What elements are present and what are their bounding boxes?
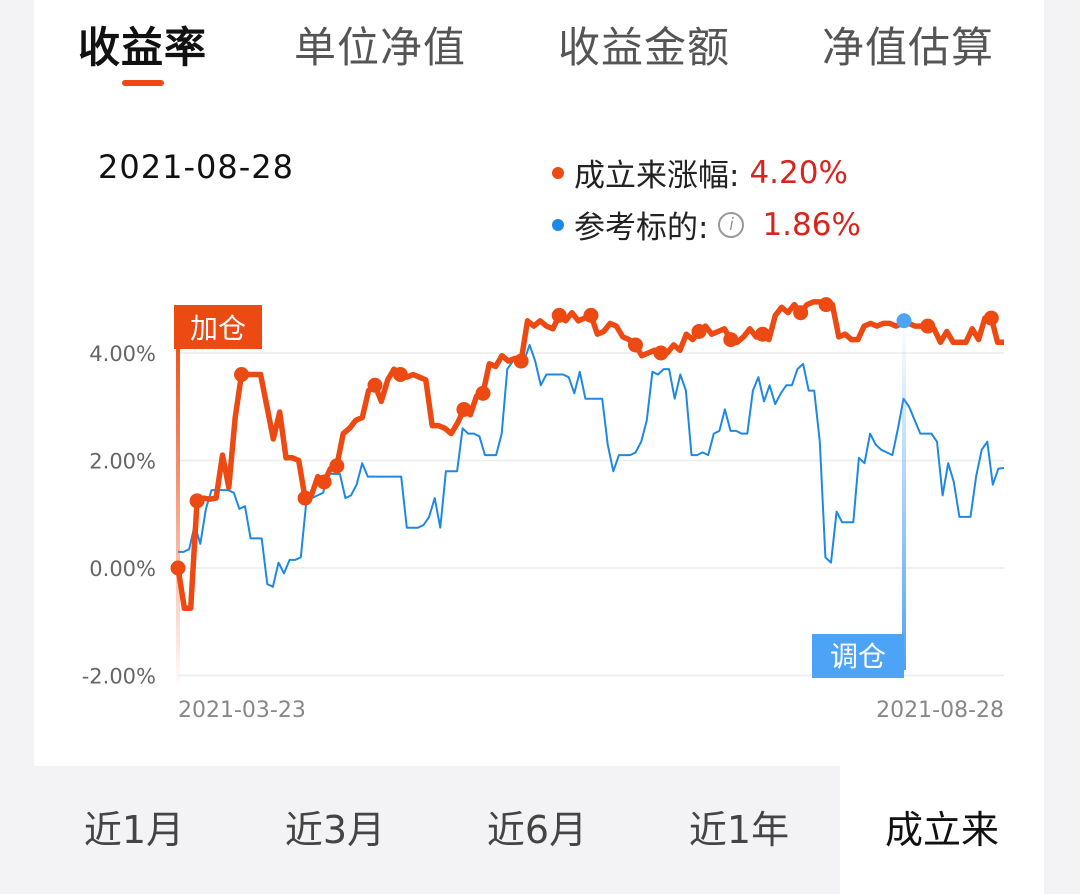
- legend-dot-benchmark: [552, 218, 564, 231]
- range-1-month[interactable]: 近1月: [83, 808, 185, 852]
- active-tab-indicator: [122, 80, 164, 86]
- tab-unit-nav[interactable]: 单位净值: [294, 23, 467, 72]
- fund-trade-marker: [367, 377, 383, 393]
- info-circle-icon[interactable]: i: [718, 211, 745, 238]
- fund-trade-marker: [551, 307, 567, 323]
- benchmark-series-line: [178, 343, 1005, 588]
- adjust-position-marker: [896, 313, 912, 329]
- add-position-badge: [174, 305, 262, 349]
- fund-trade-marker: [653, 345, 669, 361]
- x-tick-label: 2021-03-23: [178, 698, 306, 723]
- add-position-label: 加仓: [190, 312, 246, 345]
- tab-bar: 收益率 单位净值 收益金额 净值估算: [0, 0, 1080, 100]
- y-tick-label: -2.00%: [82, 665, 156, 689]
- yield-line-chart[interactable]: 4.00% 2.00% 0.00% -2.00% 2021-03-23 2021-08-2…: [0, 0, 1080, 760]
- legend-fund-value: 4.20%: [749, 154, 848, 191]
- y-tick-label: 0.00%: [89, 557, 156, 581]
- fund-trade-marker: [297, 490, 313, 506]
- fund-trade-marker: [920, 318, 936, 334]
- chart-card: [34, 0, 1044, 894]
- adjust-position-badge: [812, 634, 904, 678]
- fund-trade-marker: [189, 493, 205, 509]
- tab-nav-estimate[interactable]: 净值估算: [822, 23, 995, 72]
- tab-profit-amount[interactable]: 收益金额: [558, 23, 731, 72]
- adjust-position-label: 调仓: [830, 640, 886, 673]
- fund-trade-marker: [456, 401, 472, 417]
- range-1-year[interactable]: 近1年: [688, 808, 790, 852]
- fund-trade-marker: [983, 310, 999, 326]
- legend-fund-label: 成立来涨幅:: [574, 158, 740, 194]
- fund-trade-marker: [755, 326, 771, 342]
- fund-trade-marker: [513, 353, 529, 369]
- fund-trade-marker: [475, 385, 491, 401]
- fund-trade-marker: [583, 307, 599, 323]
- fund-trade-marker: [723, 332, 739, 348]
- add-position-line: [176, 330, 180, 690]
- fund-trade-marker: [793, 305, 809, 321]
- range-since-inception[interactable]: 成立来: [840, 766, 1044, 894]
- legend-benchmark-value: 1.86%: [762, 206, 861, 243]
- tab-yield-rate[interactable]: 收益率: [78, 23, 208, 72]
- fund-trade-marker: [234, 367, 250, 382]
- range-3-months[interactable]: 近3月: [284, 808, 386, 852]
- selected-date: 2021-08-28: [98, 148, 294, 186]
- legend-benchmark-label: 参考标的:: [574, 210, 709, 246]
- range-selector: 近1月 近3月 近6月 近1年 成立来: [34, 766, 1044, 894]
- fund-trade-marker: [627, 337, 643, 353]
- fund-trade-marker: [329, 458, 345, 474]
- y-tick-label: 4.00%: [89, 342, 156, 366]
- fund-trade-marker: [316, 474, 332, 490]
- y-tick-label: 2.00%: [89, 450, 156, 474]
- adjust-position-line: [902, 320, 906, 670]
- range-6-months[interactable]: 近6月: [486, 808, 588, 852]
- x-tick-label: 2021-08-28: [876, 698, 1004, 723]
- fund-trade-marker: [392, 367, 408, 382]
- fund-trade-marker: [691, 324, 707, 339]
- fund-trade-marker: [818, 297, 834, 313]
- legend-dot-fund: [552, 166, 564, 179]
- fund-series-line: [175, 299, 1004, 612]
- legend-benchmark: 参考标的: i 1.86%: [552, 202, 861, 247]
- legend-fund: 成立来涨幅: 4.20%: [552, 150, 848, 195]
